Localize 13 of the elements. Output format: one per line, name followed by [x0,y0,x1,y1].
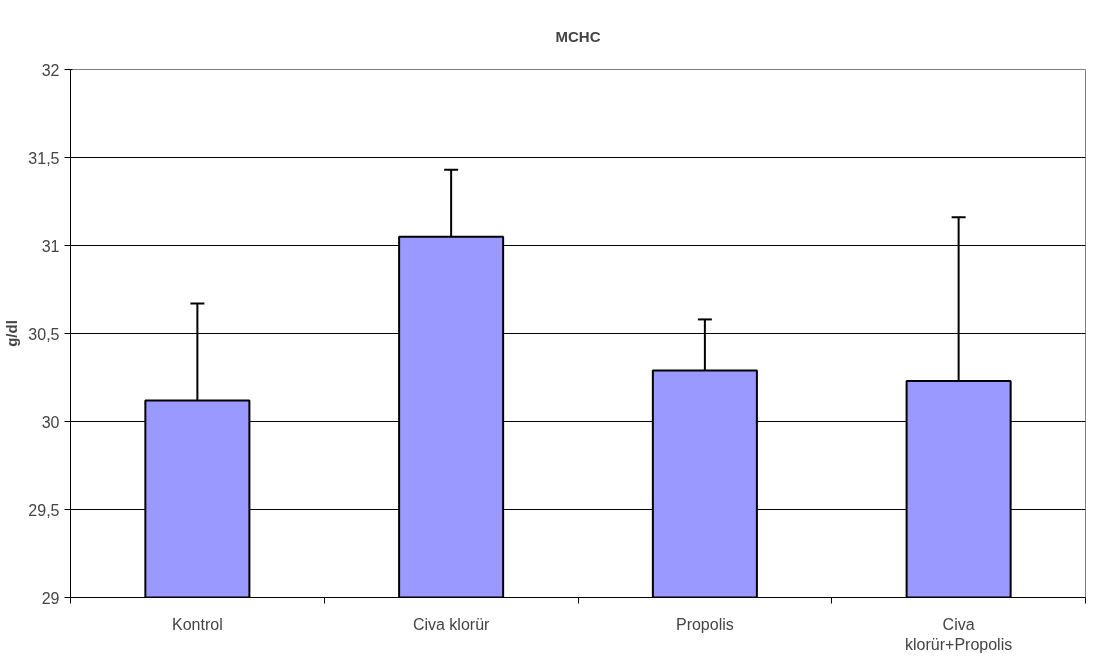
x-tick-label: Civa klorür+Propolis [905,615,1013,653]
y-tick-label: 29 [41,589,60,607]
y-tick-label: 29,5 [28,501,60,519]
y-axis-title: g/dl [3,320,21,347]
y-tick-label: 30 [41,413,60,431]
y-tick-label: 31 [41,237,60,255]
chart-title: MCHC [555,27,601,45]
y-tick-label: 30,5 [28,325,60,343]
x-tick-label: Kontrol [172,615,223,633]
x-tick-label: Propolis [675,615,734,633]
y-tick-label: 31,5 [28,149,60,167]
y-tick-label: 32 [41,61,60,79]
x-tick-label: Civa klorür [412,615,491,633]
